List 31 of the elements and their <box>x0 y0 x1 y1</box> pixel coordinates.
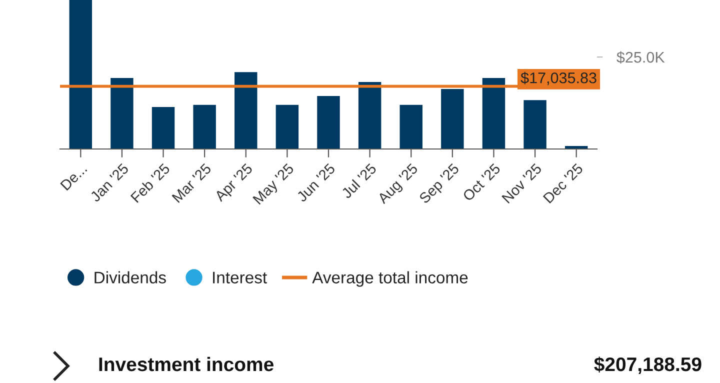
bar <box>482 78 506 149</box>
bar <box>400 104 422 149</box>
text: $207,188.59 <box>594 356 702 374</box>
bar <box>317 96 340 149</box>
x-tick-label: Feb '25 <box>130 162 170 203</box>
bar <box>276 104 299 149</box>
x-tick-label: Jun '25 <box>296 162 336 203</box>
ref-line-label: $17,035.83 <box>520 72 596 86</box>
bar <box>358 82 382 149</box>
y-tick-label: $25.0K <box>616 51 665 64</box>
bar <box>152 107 175 149</box>
x-tick-label: Oct '25 <box>462 162 501 202</box>
legend-label: Interest <box>213 272 267 284</box>
legend-label: Dividends <box>94 271 166 284</box>
bar <box>234 72 258 149</box>
text: Investment income <box>99 356 274 372</box>
x-tick-label: Jan '25 <box>89 162 130 203</box>
x-tick-label: Mar '25 <box>172 162 212 203</box>
x-tick-label: Aug '25 <box>376 162 420 206</box>
x-tick-label: Nov '25 <box>502 162 542 204</box>
bar <box>69 0 92 149</box>
x-tick-label: Dec '25 <box>542 162 584 204</box>
bar <box>193 104 216 149</box>
x-tick-label: Sep '25 <box>418 162 462 206</box>
x-tick-label: Jul '25 <box>340 162 377 200</box>
text: Average total income <box>312 271 468 287</box>
bar <box>441 89 464 149</box>
x-tick-label: De... <box>60 164 88 191</box>
x-tick-label: May '25 <box>252 162 296 207</box>
bar <box>110 78 134 149</box>
bar <box>524 100 546 149</box>
